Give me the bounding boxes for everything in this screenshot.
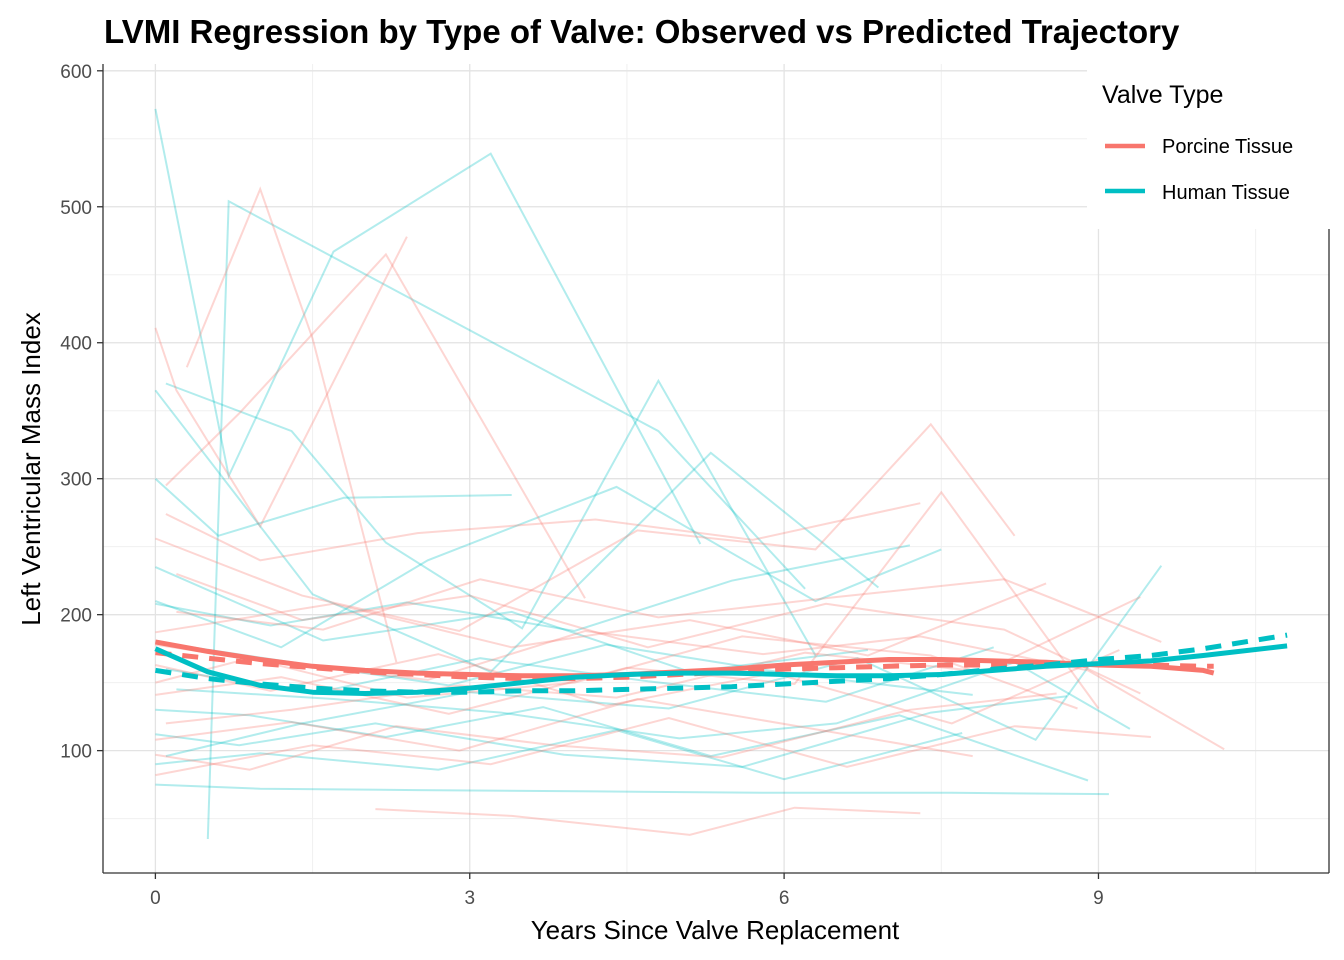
x-tick-label: 0 xyxy=(150,888,161,909)
legend: Valve Type Porcine Tissue Human Tissue xyxy=(1087,62,1341,229)
trajectory-line xyxy=(165,565,1163,758)
x-tick-label: 3 xyxy=(464,888,475,909)
trajectory-line xyxy=(155,695,1068,768)
trajectory-line xyxy=(155,485,942,649)
human-observed-smooth-line xyxy=(154,643,1288,696)
trajectory-line xyxy=(155,649,1120,725)
trajectory-line xyxy=(154,108,702,545)
legend-title: Valve Type xyxy=(1102,81,1223,109)
trajectory-line xyxy=(155,544,911,633)
x-tick-label: 9 xyxy=(1093,888,1104,909)
trajectory-line xyxy=(155,490,1100,715)
trajectory-line xyxy=(185,186,398,663)
trajectory-line xyxy=(154,477,512,537)
y-tick-label: 300 xyxy=(60,470,92,491)
trajectory-line xyxy=(165,502,921,562)
trajectory-line xyxy=(154,236,408,529)
gridlines xyxy=(103,64,1329,873)
legend-label-porcine: Porcine Tissue xyxy=(1162,136,1293,158)
trajectory-line xyxy=(375,806,921,836)
y-tick-label: 200 xyxy=(60,606,92,627)
human-predicted-line xyxy=(155,632,1288,695)
individual-trajectories xyxy=(154,108,1225,840)
trajectory-line xyxy=(165,252,586,599)
chart-title: LVMI Regression by Type of Valve: Observ… xyxy=(104,13,1180,50)
y-tick-label: 500 xyxy=(60,198,92,219)
y-axis-title: Left Ventricular Mass Index xyxy=(16,312,46,626)
trajectory-line xyxy=(206,199,806,840)
trajectory-line xyxy=(176,572,1141,695)
legend-label-human: Human Tissue xyxy=(1162,182,1290,204)
trajectory-line xyxy=(155,706,1089,782)
trajectory-line xyxy=(155,697,973,758)
y-tick-label: 100 xyxy=(60,742,92,763)
trajectory-line xyxy=(154,389,880,673)
fit-lines xyxy=(154,632,1288,696)
x-tick-label: 6 xyxy=(779,888,790,909)
ticks: 0 3 6 9 100 200 300 400 500 600 xyxy=(60,62,1103,909)
trajectory-line xyxy=(155,783,1109,796)
x-axis-title: Years Since Valve Replacement xyxy=(531,915,900,945)
y-tick-label: 600 xyxy=(60,62,92,83)
trajectory-line xyxy=(155,582,1047,657)
trajectory-line xyxy=(154,566,869,673)
trajectory-line xyxy=(176,578,1162,643)
trajectory-line xyxy=(155,692,1057,771)
y-tick-label: 400 xyxy=(60,334,92,355)
trajectory-line xyxy=(155,422,1016,633)
trajectory-line xyxy=(165,378,817,656)
trajectory-line xyxy=(155,716,1151,777)
trajectory-line xyxy=(155,729,963,781)
